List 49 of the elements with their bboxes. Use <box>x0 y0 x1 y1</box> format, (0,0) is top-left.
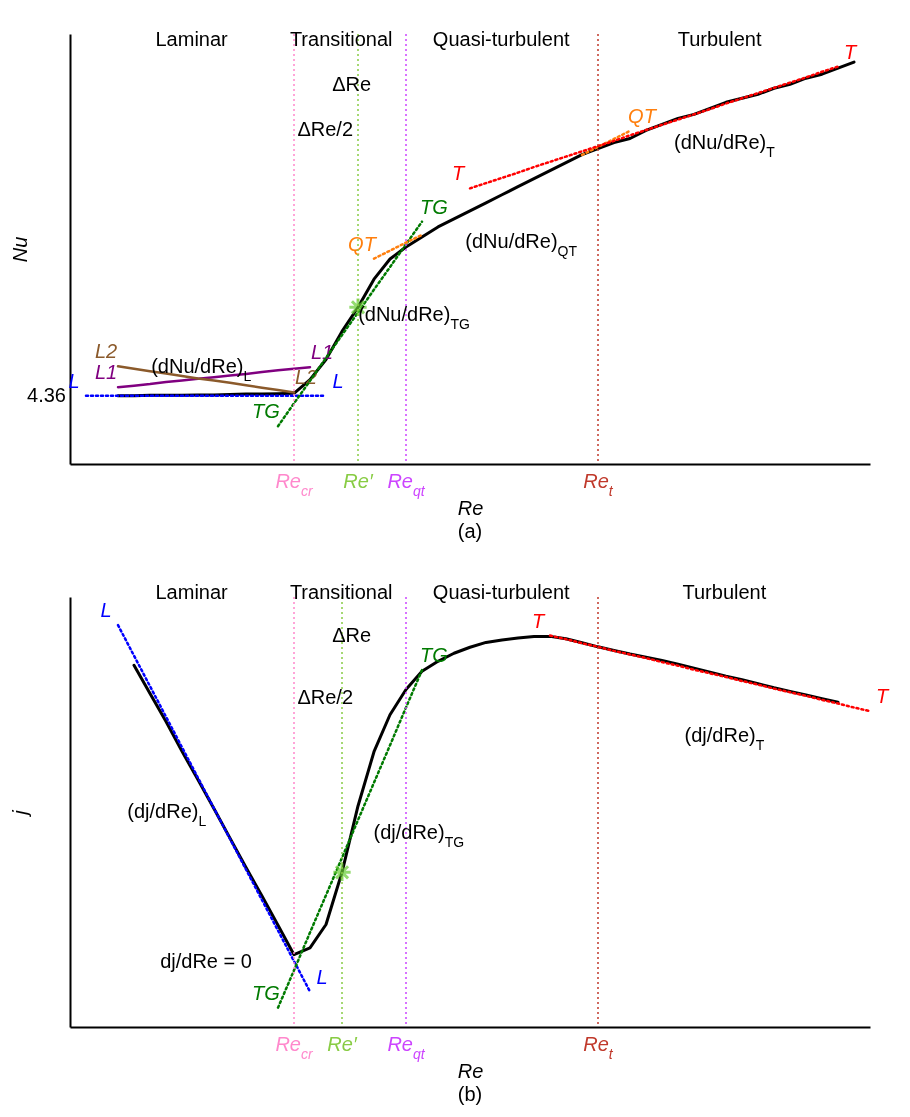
text: TG <box>420 195 448 218</box>
x-tick-label: Re$_{cr}$ <box>275 470 314 499</box>
text: TG <box>420 644 448 667</box>
y-axis-title: Nu <box>8 236 31 263</box>
series-label: QT <box>348 232 378 255</box>
annotation: (dj/dRe)$_{TG}$ <box>373 820 465 850</box>
text: L <box>332 369 344 392</box>
text: L <box>100 599 112 622</box>
series-label: T <box>451 162 466 185</box>
annotation: ΔRe/2 <box>297 686 353 709</box>
x-tick-label: Re′ <box>327 1033 358 1055</box>
series-label: TG <box>252 981 280 1004</box>
annotation: dj/dRe = 0 <box>160 950 252 973</box>
text: Turbulent <box>677 28 762 51</box>
x-tick-label: Re′ <box>343 470 374 492</box>
annotation: ΔRe <box>332 72 372 95</box>
annotation: (dNu/dRe)$_{QT}$ <box>465 229 578 259</box>
annotation: ΔRe/2 <box>297 117 353 140</box>
annotation: (dNu/dRe)$_{T}$ <box>673 130 776 160</box>
annotation: (dNu/dRe)$_{TG}$ <box>358 303 470 333</box>
text: Transitional <box>289 580 393 603</box>
text: T <box>875 685 889 708</box>
text: (a) <box>457 520 483 542</box>
x-tick-label: Re$_{t}$ <box>583 470 614 499</box>
series-label: L <box>316 965 328 988</box>
text: Laminar <box>155 28 229 51</box>
y-axis-title: j <box>8 809 31 818</box>
series-label: L1 <box>94 361 118 384</box>
text: T <box>843 40 857 63</box>
series-label: TG <box>252 400 280 423</box>
series-label: T <box>531 609 546 632</box>
x-axis-title: Re <box>457 496 484 519</box>
annotation: ΔRe <box>332 623 372 646</box>
annotation: (dj/dRe)$_{L}$ <box>127 799 207 829</box>
text: 4.36 <box>27 383 66 406</box>
text: Transitional <box>289 28 393 51</box>
text: Turbulent <box>682 580 767 603</box>
text: (b) <box>457 1083 483 1105</box>
text: Quasi-turbulent <box>432 580 571 603</box>
x-tick-label: Re$_{qt}$ <box>387 1033 426 1062</box>
x-axis-title: Re <box>457 1059 484 1082</box>
text: Laminar <box>155 580 229 603</box>
text: QT <box>628 104 656 127</box>
x-tick-label: Re$_{cr}$ <box>275 1033 314 1062</box>
x-tick-label: Re$_{t}$ <box>583 1033 614 1062</box>
series-label: L2 <box>94 340 118 363</box>
x-tick-label: Re$_{qt}$ <box>387 470 426 499</box>
text: Quasi-turbulent <box>432 28 571 51</box>
annotation: (dj/dRe)$_{T}$ <box>684 724 765 754</box>
